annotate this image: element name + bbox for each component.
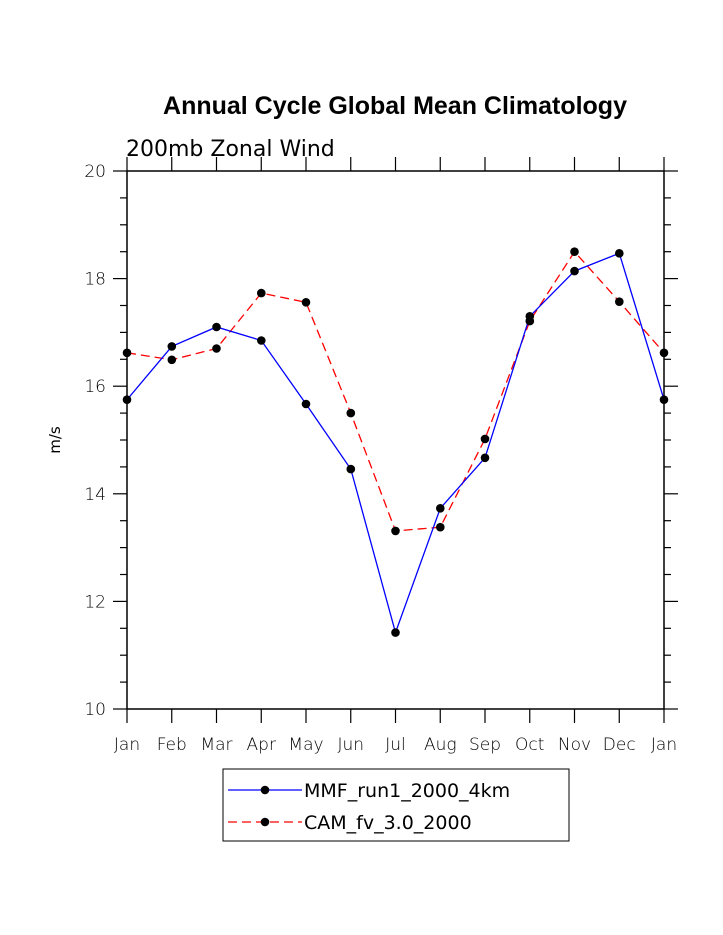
chart-title: Annual Cycle Global Mean Climatology xyxy=(163,92,627,120)
x-tick-label: May xyxy=(288,735,323,755)
data-point xyxy=(659,348,669,358)
data-point xyxy=(167,355,177,365)
legend-marker xyxy=(260,785,270,795)
data-point xyxy=(212,344,221,353)
data-point xyxy=(346,408,356,418)
data-point xyxy=(436,522,445,532)
data-point xyxy=(570,247,579,256)
y-tick-label: 10 xyxy=(84,700,106,720)
x-tick-label: Apr xyxy=(247,735,276,755)
data-point xyxy=(122,395,132,405)
chart-subtitle: 200mb Zonal Wind xyxy=(126,137,335,162)
y-axis-label: m/s xyxy=(46,426,64,454)
data-point xyxy=(257,288,266,298)
x-tick-labels: Jan Feb Mar Apr May Jun Jul Aug Sep Oct Nov Dec Jan xyxy=(114,735,677,755)
data-point xyxy=(257,336,266,345)
data-point xyxy=(480,434,490,444)
data-point xyxy=(525,312,535,321)
legend-entries: MMF_run1_2000_4km CAM_fv_3.0_2000 xyxy=(228,780,510,834)
data-point xyxy=(167,342,177,351)
x-tick-label: Dec xyxy=(603,735,636,755)
x-tick-label: Aug xyxy=(424,735,457,755)
legend-box xyxy=(222,768,570,842)
x-tick-label: Oct xyxy=(515,735,544,755)
y-tick-label: 20 xyxy=(84,162,106,182)
data-point xyxy=(615,249,624,258)
x-tick-label: Jun xyxy=(337,735,364,755)
data-point xyxy=(391,628,400,637)
data-point xyxy=(436,504,445,513)
legend-label: MMF_run1_2000_4km xyxy=(304,780,510,802)
legend-marker xyxy=(260,817,270,827)
legend: MMF_run1_2000_4km CAM_fv_3.0_2000 xyxy=(222,768,570,842)
series-line xyxy=(126,250,665,532)
y-tick-labels: 10 12 14 16 18 20 xyxy=(84,162,106,720)
axis-ticks xyxy=(113,157,678,723)
data-point xyxy=(391,526,400,536)
data-point xyxy=(301,298,311,307)
data-point xyxy=(346,464,356,474)
series-line xyxy=(126,252,665,635)
x-tick-label: Feb xyxy=(157,735,187,755)
data-point xyxy=(615,297,624,307)
x-tick-label: Jul xyxy=(385,735,406,755)
x-tick-label: Nov xyxy=(558,735,591,755)
data-point xyxy=(570,266,579,276)
data-point xyxy=(212,322,221,332)
data-point xyxy=(659,395,669,405)
x-tick-label: Sep xyxy=(469,735,501,755)
data-point xyxy=(480,453,490,463)
legend-label: CAM_fv_3.0_2000 xyxy=(304,812,472,834)
x-tick-label: Mar xyxy=(200,735,232,755)
data-point xyxy=(122,348,132,358)
y-tick-label: 14 xyxy=(84,485,106,505)
y-tick-label: 18 xyxy=(84,270,106,290)
x-tick-label: Jan xyxy=(114,735,140,755)
y-tick-label: 16 xyxy=(84,377,106,397)
series-group xyxy=(122,247,669,637)
data-point xyxy=(301,399,311,409)
y-tick-label: 12 xyxy=(84,592,106,612)
x-tick-label: Jan xyxy=(651,735,677,755)
